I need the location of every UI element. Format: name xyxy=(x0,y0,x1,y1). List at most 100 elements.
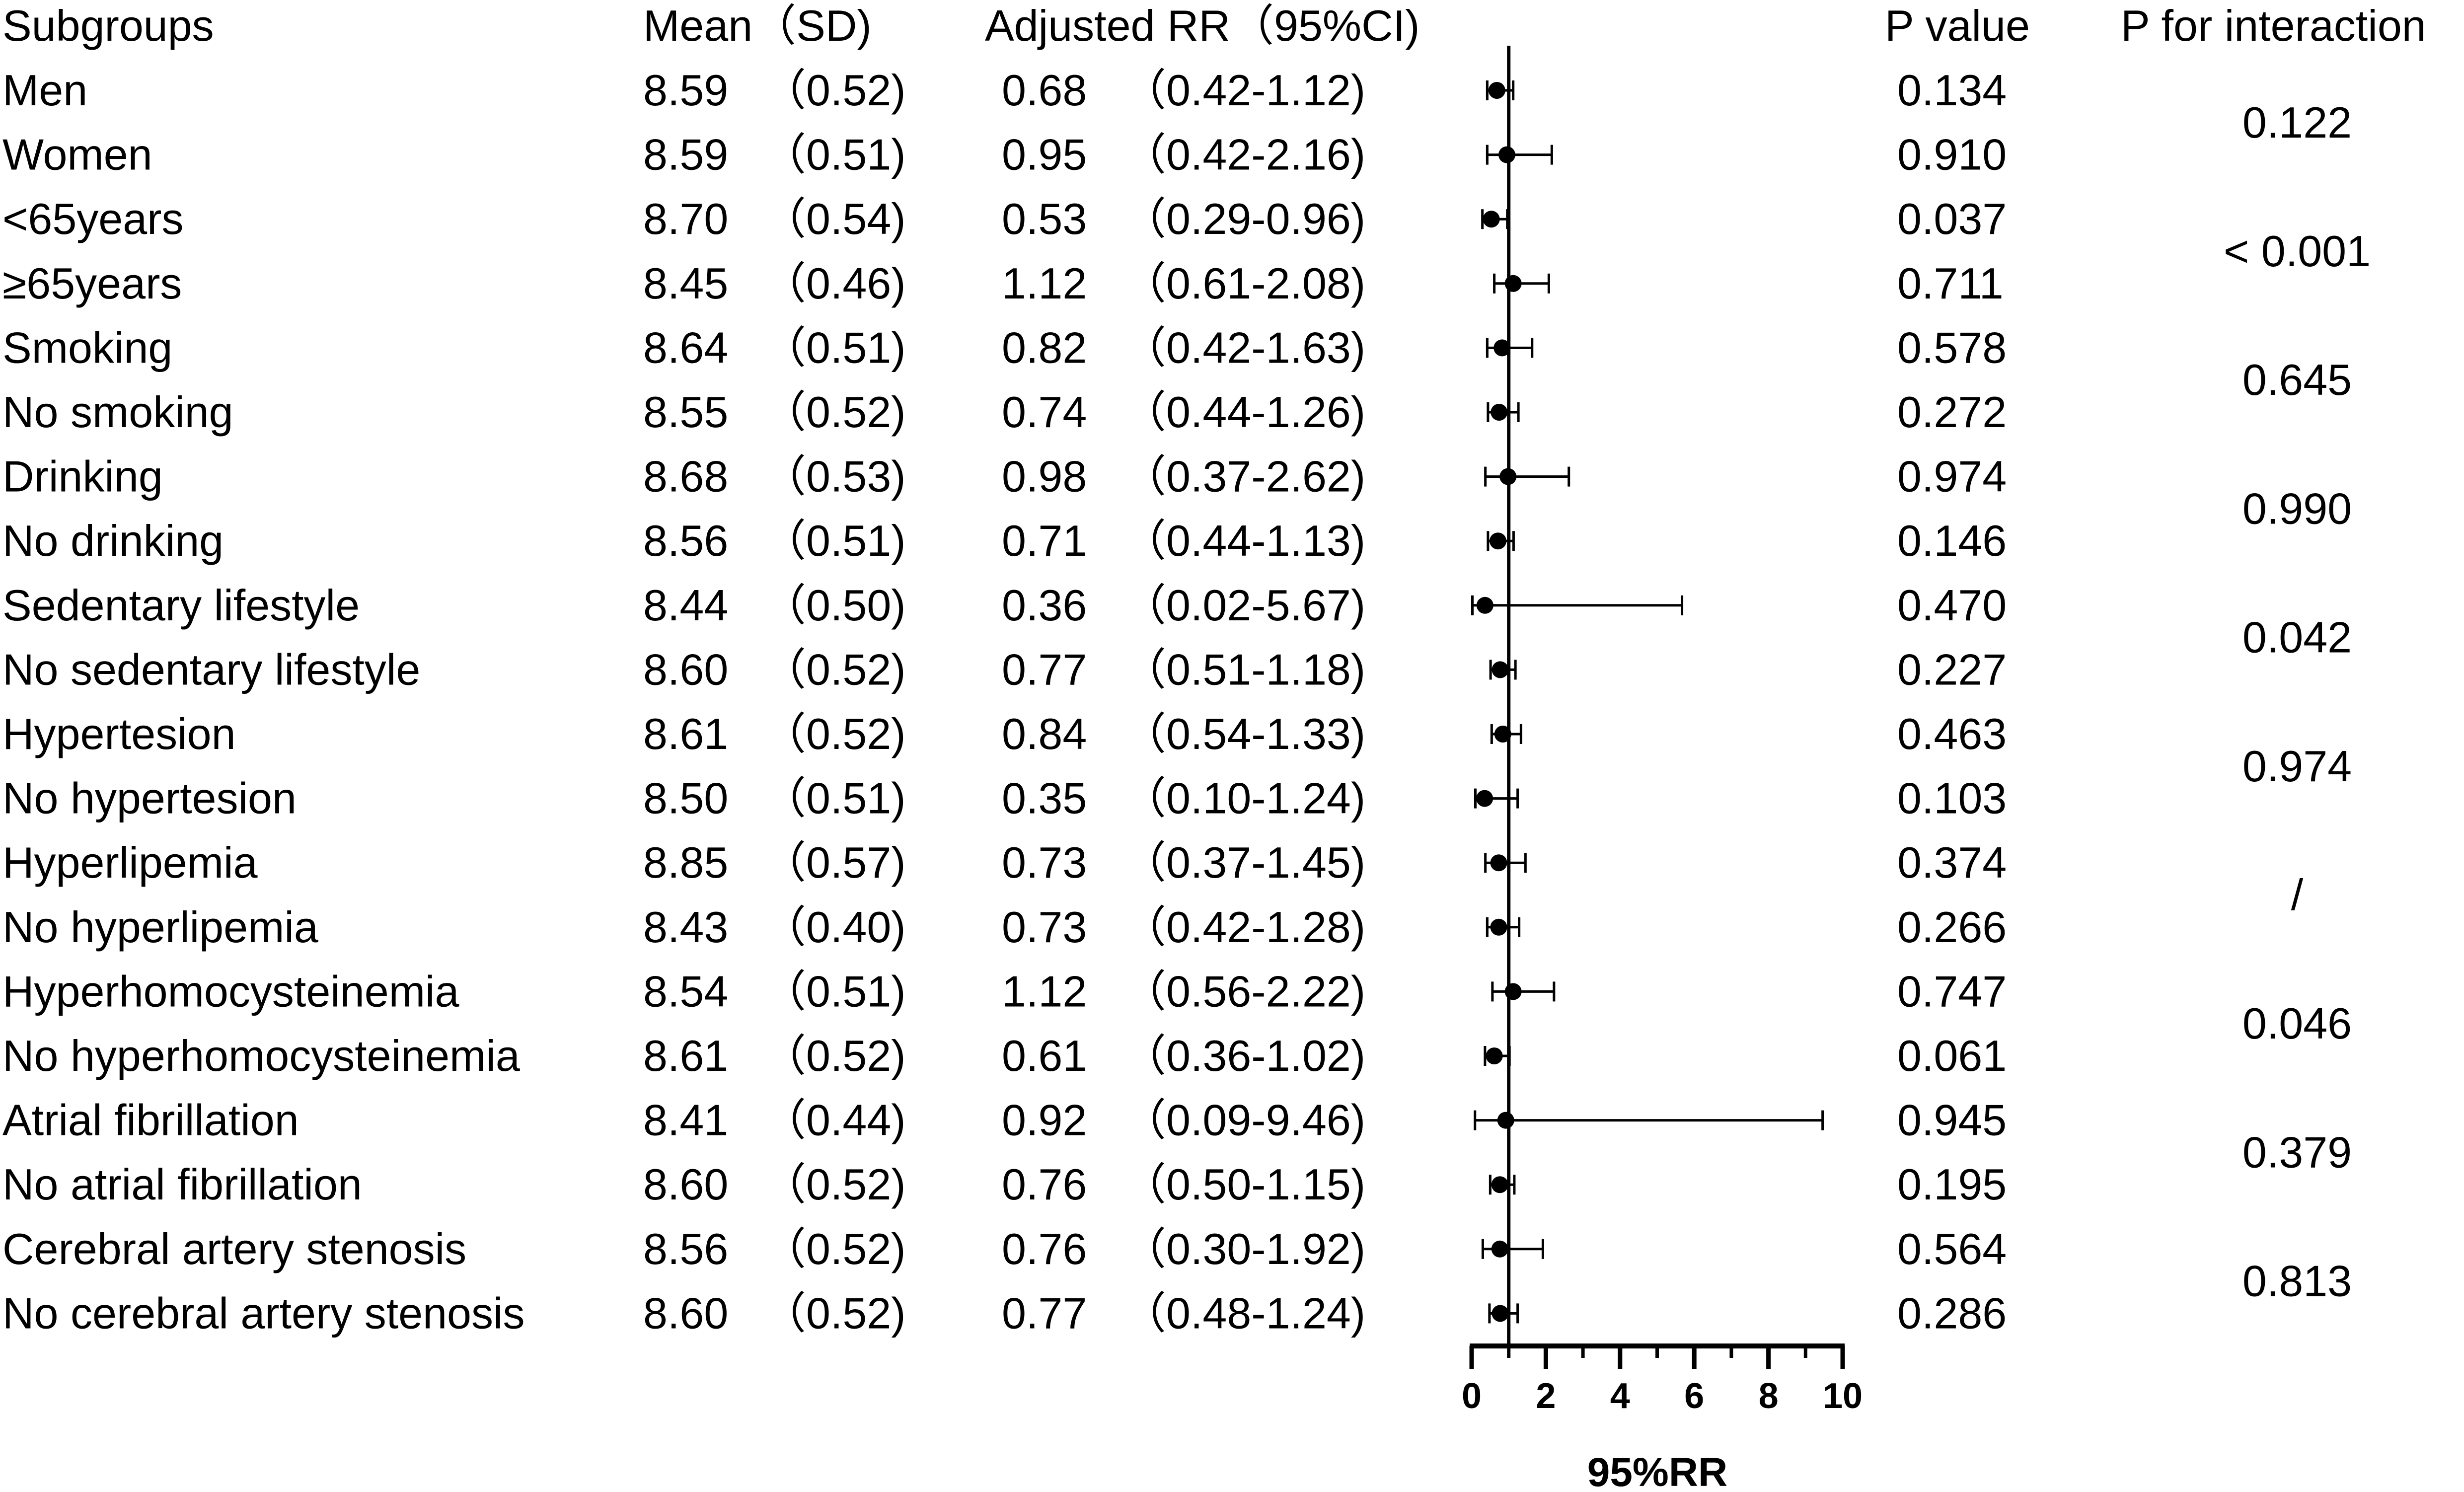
row-mean: 8.61 xyxy=(643,1031,728,1080)
x-tick-label: 2 xyxy=(1536,1376,1556,1416)
point-estimate xyxy=(1492,661,1509,678)
point-estimate xyxy=(1498,146,1515,163)
row-mean: 8.70 xyxy=(643,194,728,243)
point-estimate xyxy=(1490,854,1507,872)
table-row: Women 8.59 （0.51) 0.95 （0.42-2.16) 0.910 xyxy=(2,130,2007,179)
row-label: Sedentary lifestyle xyxy=(2,581,360,630)
x-tick-label: 8 xyxy=(1759,1376,1779,1416)
row-ci: （0.37-1.45) xyxy=(1122,838,1365,887)
table-row: Cerebral artery stenosis 8.56 （0.52) 0.76 （0… xyxy=(2,1224,2007,1273)
row-label: Hyperlipemia xyxy=(2,838,258,887)
interaction-p-value: 0.645 xyxy=(2242,355,2352,404)
interaction-p-value: 0.974 xyxy=(2242,742,2352,791)
row-label: Cerebral artery stenosis xyxy=(2,1224,466,1273)
table-row: Hypertesion 8.61 （0.52) 0.84 （0.54-1.33) 0.46… xyxy=(2,709,2007,758)
row-sd: （0.51) xyxy=(762,967,906,1016)
row-sd: （0.50) xyxy=(762,581,906,630)
interaction-p-value: 0.042 xyxy=(2242,613,2352,662)
forest-plot-area: 0 2 4 6 8 10 xyxy=(1462,46,1863,1416)
row-ci: （0.48-1.24) xyxy=(1122,1288,1365,1338)
table-row: No atrial fibrillation 8.60 （0.52) 0.76 （0.5… xyxy=(2,1160,2007,1209)
row-sd: （0.52) xyxy=(762,709,906,758)
row-label: No atrial fibrillation xyxy=(2,1160,362,1209)
table-row: Hyperhomocysteinemia 8.54 （0.51) 1.12 （0.56-… xyxy=(2,967,2007,1016)
row-sd: （0.46) xyxy=(762,259,906,308)
row-label: <65years xyxy=(2,194,183,243)
row-label: No hyperlipemia xyxy=(2,902,318,952)
row-sd: （0.51) xyxy=(762,516,906,565)
row-label: Hypertesion xyxy=(2,709,236,758)
row-p-value: 0.463 xyxy=(1897,709,2007,758)
row-p-value: 0.747 xyxy=(1897,967,2007,1016)
row-mean: 8.68 xyxy=(643,452,728,501)
row-p-value: 0.910 xyxy=(1897,130,2007,179)
row-sd: （0.52) xyxy=(762,1224,906,1273)
row-ci: （0.51-1.18) xyxy=(1122,645,1365,694)
row-label: Women xyxy=(2,130,152,179)
x-tick-label: 0 xyxy=(1462,1376,1482,1416)
row-mean: 8.59 xyxy=(643,66,728,115)
interaction-p-value: / xyxy=(2291,870,2304,919)
row-ci: （0.50-1.15) xyxy=(1122,1160,1365,1209)
table-row: ≥65years 8.45 （0.46) 1.12 （0.61-2.08) 0.711 xyxy=(2,259,2004,308)
header-mean-sd: Mean（SD) xyxy=(643,1,872,50)
row-p-value: 0.974 xyxy=(1897,452,2007,501)
row-ci: （0.56-2.22) xyxy=(1122,967,1365,1016)
row-rr: 0.92 xyxy=(1002,1096,1087,1145)
row-p-value: 0.037 xyxy=(1897,194,2007,243)
row-mean: 8.50 xyxy=(643,774,728,823)
point-estimate xyxy=(1476,597,1493,614)
point-estimate xyxy=(1492,1305,1509,1322)
interaction-p-value: 0.122 xyxy=(2242,98,2352,147)
row-label: ≥65years xyxy=(2,259,182,308)
row-ci: （0.42-1.28) xyxy=(1122,902,1365,952)
ci-marker xyxy=(1484,466,1570,487)
row-sd: （0.40) xyxy=(762,902,906,952)
table-row: Smoking 8.64 （0.51) 0.82 （0.42-1.63) 0.578 xyxy=(2,323,2007,372)
header-adjusted-rr: Adjusted RR（95%CI) xyxy=(985,1,1419,50)
ci-marker xyxy=(1489,1175,1516,1195)
ci-marker xyxy=(1493,273,1550,294)
row-sd: （0.54) xyxy=(762,194,906,243)
row-mean: 8.60 xyxy=(643,1160,728,1209)
point-estimate xyxy=(1476,790,1493,807)
x-tick-label: 4 xyxy=(1610,1376,1630,1416)
row-p-value: 0.134 xyxy=(1897,66,2007,115)
row-mean: 8.60 xyxy=(643,1288,728,1338)
row-p-value: 0.227 xyxy=(1897,645,2007,694)
row-label: No drinking xyxy=(2,516,224,565)
row-sd: （0.51) xyxy=(762,130,906,179)
ci-marker xyxy=(1484,1046,1511,1066)
row-rr: 0.73 xyxy=(1002,902,1087,952)
row-p-value: 0.266 xyxy=(1897,902,2007,952)
ci-marker xyxy=(1490,724,1522,744)
point-estimate xyxy=(1491,1240,1508,1258)
row-label: Smoking xyxy=(2,323,172,372)
row-mean: 8.45 xyxy=(643,259,728,308)
interaction-p-value: < 0.001 xyxy=(2224,226,2371,276)
header-p-interaction: P for interaction xyxy=(2121,1,2426,50)
x-axis-label: 95%RR xyxy=(1587,1450,1728,1492)
row-rr: 0.82 xyxy=(1002,323,1087,372)
row-sd: （0.52) xyxy=(762,645,906,694)
ci-marker xyxy=(1486,145,1553,165)
row-label: No smoking xyxy=(2,387,233,437)
ci-marker xyxy=(1489,660,1517,680)
table-row: No hyperlipemia 8.43 （0.40) 0.73 （0.42-1.28)… xyxy=(2,902,2007,952)
row-p-value: 0.195 xyxy=(1897,1160,2007,1209)
header-p-value: P value xyxy=(1885,1,2030,50)
row-sd: （0.52) xyxy=(762,1031,906,1080)
row-label: Drinking xyxy=(2,452,163,501)
row-rr: 0.77 xyxy=(1002,645,1087,694)
row-rr: 1.12 xyxy=(1002,967,1087,1016)
row-p-value: 0.061 xyxy=(1897,1031,2007,1080)
row-rr: 0.53 xyxy=(1002,194,1087,243)
point-estimate xyxy=(1486,1047,1503,1064)
ci-marker xyxy=(1474,788,1519,809)
row-p-value: 0.103 xyxy=(1897,774,2007,823)
row-ci: （0.44-1.13) xyxy=(1122,516,1365,565)
row-p-value: 0.470 xyxy=(1897,581,2007,630)
row-p-value: 0.564 xyxy=(1897,1224,2007,1273)
row-rr: 0.61 xyxy=(1002,1031,1087,1080)
